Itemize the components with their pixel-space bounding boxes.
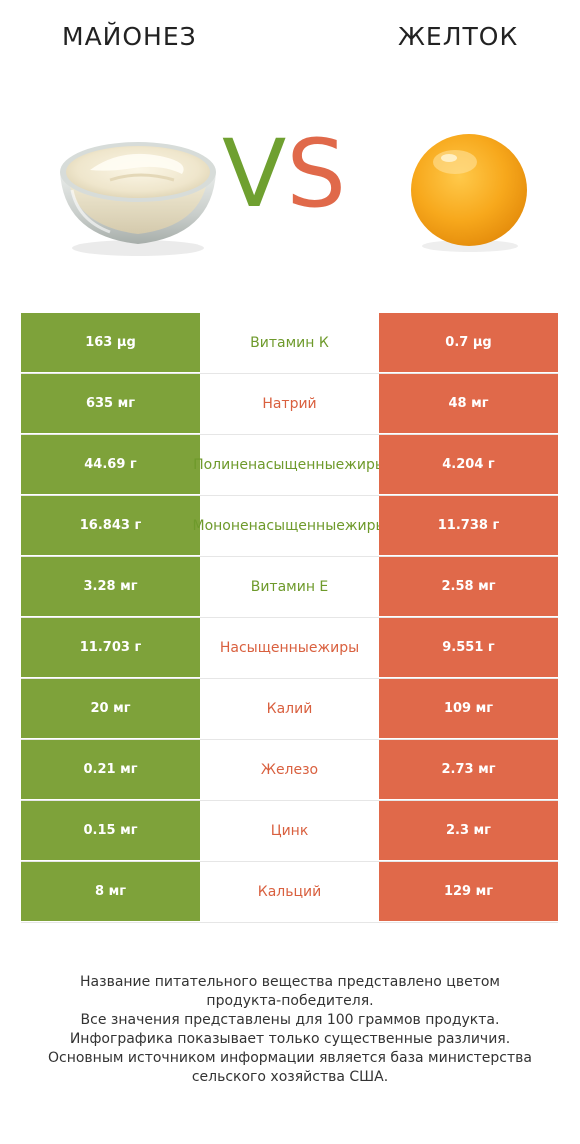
left-value: 163 µg <box>21 313 200 372</box>
right-value: 129 мг <box>379 862 558 921</box>
left-value: 8 мг <box>21 862 200 921</box>
right-value: 4.204 г <box>379 435 558 494</box>
right-value: 2.73 мг <box>379 740 558 799</box>
comparison-table: 163 µg Витамин К 0.7 µg 635 мг Натрий 48 мг 44… <box>21 313 558 923</box>
table-row: 0.21 мг Железо 2.73 мг <box>21 740 558 801</box>
right-value: 11.738 г <box>379 496 558 555</box>
nutrient-name: Витамин К <box>250 334 329 351</box>
left-value: 0.15 мг <box>21 801 200 860</box>
left-value: 635 мг <box>21 374 200 433</box>
left-value: 11.703 г <box>21 618 200 677</box>
table-row: 3.28 мг Витамин Е 2.58 мг <box>21 557 558 618</box>
right-value: 48 мг <box>379 374 558 433</box>
vs-v: V <box>222 120 287 229</box>
left-value: 20 мг <box>21 679 200 738</box>
footer-line: продукта-победителя. <box>206 993 374 1009</box>
table-row: 635 мг Натрий 48 мг <box>21 374 558 435</box>
nutrient-name: Насыщенные жиры <box>219 639 360 656</box>
footer-line: сельского хозяйства США. <box>191 1069 389 1085</box>
right-value: 0.7 µg <box>379 313 558 372</box>
table-row: 44.69 г Полиненасыщенные жиры 4.204 г <box>21 435 558 496</box>
left-value: 44.69 г <box>21 435 200 494</box>
egg-yolk-icon <box>411 134 527 252</box>
footer-line: Название питательного вещества представл… <box>80 974 500 990</box>
footer-line: Основным источником информации является … <box>48 1050 532 1066</box>
left-value: 0.21 мг <box>21 740 200 799</box>
table-row: 20 мг Калий 109 мг <box>21 679 558 740</box>
right-value: 9.551 г <box>379 618 558 677</box>
table-row: 16.843 г Мононенасыщенные жиры 11.738 г <box>21 496 558 557</box>
left-value: 3.28 мг <box>21 557 200 616</box>
nutrient-name: Полиненасыщенные жиры <box>193 456 386 473</box>
right-value: 109 мг <box>379 679 558 738</box>
left-product-title: МАЙОНЕЗ <box>62 22 197 51</box>
table-row: 8 мг Кальций 129 мг <box>21 862 558 923</box>
table-row: 11.703 г Насыщенные жиры 9.551 г <box>21 618 558 679</box>
right-value: 2.3 мг <box>379 801 558 860</box>
left-value: 16.843 г <box>21 496 200 555</box>
nutrient-name: Калий <box>266 700 313 717</box>
nutrient-name: Натрий <box>262 395 317 412</box>
table-row: 0.15 мг Цинк 2.3 мг <box>21 801 558 862</box>
mayonnaise-bowl-icon <box>60 142 216 256</box>
right-value: 2.58 мг <box>379 557 558 616</box>
nutrient-name: Кальций <box>257 883 322 900</box>
nutrient-name: Мононенасыщенные жиры <box>192 517 387 534</box>
vs-s: S <box>286 120 346 229</box>
footer-line: Инфографика показывает только существенн… <box>69 1031 511 1047</box>
table-row: 163 µg Витамин К 0.7 µg <box>21 313 558 374</box>
nutrient-name: Витамин Е <box>250 578 329 595</box>
footer-line: Все значения представлены для 100 граммо… <box>80 1012 500 1028</box>
right-product-title: ЖЕЛТОК <box>398 22 519 51</box>
vs-label: VS <box>222 128 346 222</box>
nutrient-name: Цинк <box>270 822 309 839</box>
footer-note: Название питательного вещества представл… <box>20 973 560 1087</box>
nutrient-name: Железо <box>260 761 319 778</box>
